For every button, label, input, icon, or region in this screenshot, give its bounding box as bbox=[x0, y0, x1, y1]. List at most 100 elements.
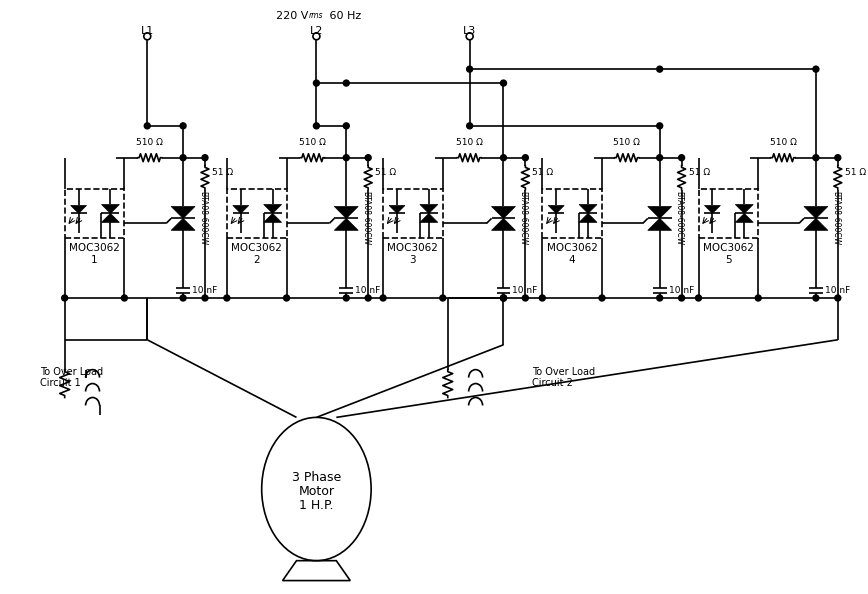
Polygon shape bbox=[804, 207, 828, 219]
Circle shape bbox=[679, 295, 685, 301]
Text: 1 H.P.: 1 H.P. bbox=[299, 500, 333, 513]
Circle shape bbox=[343, 295, 349, 301]
Circle shape bbox=[380, 295, 386, 301]
Polygon shape bbox=[579, 204, 597, 213]
Circle shape bbox=[467, 66, 473, 72]
Polygon shape bbox=[334, 207, 358, 219]
Text: 51 Ω: 51 Ω bbox=[375, 168, 397, 177]
Polygon shape bbox=[648, 207, 672, 219]
Circle shape bbox=[202, 154, 208, 161]
Circle shape bbox=[657, 295, 662, 301]
Text: 510 Ω: 510 Ω bbox=[614, 138, 641, 147]
Circle shape bbox=[343, 154, 349, 161]
Circle shape bbox=[523, 154, 529, 161]
Circle shape bbox=[365, 295, 372, 301]
Text: L3: L3 bbox=[463, 26, 477, 36]
Circle shape bbox=[657, 154, 662, 161]
Polygon shape bbox=[171, 207, 195, 219]
Text: 10 nF: 10 nF bbox=[355, 286, 380, 295]
Circle shape bbox=[755, 295, 761, 301]
Text: 10 nF: 10 nF bbox=[825, 286, 850, 295]
Polygon shape bbox=[233, 206, 249, 213]
Text: 51 Ω: 51 Ω bbox=[212, 168, 233, 177]
Text: 510 Ω: 510 Ω bbox=[770, 138, 797, 147]
Circle shape bbox=[180, 123, 186, 129]
Circle shape bbox=[657, 123, 662, 129]
Text: 10 nF: 10 nF bbox=[192, 286, 217, 295]
Text: MOC3062
3: MOC3062 3 bbox=[387, 244, 438, 265]
Polygon shape bbox=[735, 204, 753, 213]
Polygon shape bbox=[705, 206, 720, 213]
Text: L1: L1 bbox=[141, 26, 154, 36]
Polygon shape bbox=[70, 206, 87, 213]
Circle shape bbox=[180, 295, 186, 301]
Bar bbox=[542, 188, 602, 238]
Text: BTA08-600CW: BTA08-600CW bbox=[518, 191, 528, 245]
Circle shape bbox=[523, 295, 529, 301]
Polygon shape bbox=[491, 207, 516, 219]
Text: Motor: Motor bbox=[299, 485, 334, 498]
Bar bbox=[227, 188, 286, 238]
Circle shape bbox=[813, 66, 819, 72]
Polygon shape bbox=[735, 213, 753, 222]
Circle shape bbox=[284, 295, 290, 301]
Text: BTA08-600CW: BTA08-600CW bbox=[198, 191, 207, 245]
Circle shape bbox=[695, 295, 701, 301]
Circle shape bbox=[813, 154, 819, 161]
Text: To Over Load
Circuit 2: To Over Load Circuit 2 bbox=[532, 366, 595, 388]
Polygon shape bbox=[579, 213, 597, 222]
Circle shape bbox=[835, 154, 841, 161]
Circle shape bbox=[501, 154, 506, 161]
Polygon shape bbox=[171, 219, 195, 230]
Text: 10 nF: 10 nF bbox=[668, 286, 694, 295]
Circle shape bbox=[224, 295, 230, 301]
Text: 510 Ω: 510 Ω bbox=[136, 138, 163, 147]
Circle shape bbox=[122, 295, 128, 301]
Circle shape bbox=[501, 295, 506, 301]
Circle shape bbox=[365, 154, 372, 161]
Polygon shape bbox=[804, 219, 828, 230]
Circle shape bbox=[343, 123, 349, 129]
Circle shape bbox=[202, 295, 208, 301]
Circle shape bbox=[501, 80, 506, 86]
Text: 220 V: 220 V bbox=[276, 11, 308, 21]
Text: 60 Hz: 60 Hz bbox=[326, 11, 362, 21]
Text: 10 nF: 10 nF bbox=[512, 286, 537, 295]
Text: rms: rms bbox=[308, 11, 323, 20]
Polygon shape bbox=[491, 219, 516, 230]
Circle shape bbox=[813, 295, 819, 301]
Polygon shape bbox=[420, 204, 437, 213]
Circle shape bbox=[835, 295, 841, 301]
Polygon shape bbox=[102, 204, 120, 213]
Text: L2: L2 bbox=[310, 26, 323, 36]
Bar bbox=[383, 188, 443, 238]
Circle shape bbox=[539, 295, 545, 301]
Circle shape bbox=[313, 123, 319, 129]
Text: BTA08-600CW: BTA08-600CW bbox=[831, 191, 840, 245]
Bar bbox=[65, 188, 124, 238]
Polygon shape bbox=[102, 213, 120, 222]
Circle shape bbox=[62, 295, 68, 301]
Circle shape bbox=[144, 123, 150, 129]
Polygon shape bbox=[549, 206, 564, 213]
Text: 510 Ω: 510 Ω bbox=[299, 138, 326, 147]
Circle shape bbox=[313, 80, 319, 86]
Text: To Over Load
Circuit 1: To Over Load Circuit 1 bbox=[40, 366, 103, 388]
Text: 51 Ω: 51 Ω bbox=[532, 168, 554, 177]
Bar bbox=[699, 188, 759, 238]
Text: 51 Ω: 51 Ω bbox=[688, 168, 710, 177]
Circle shape bbox=[679, 154, 685, 161]
Text: MOC3062
4: MOC3062 4 bbox=[547, 244, 597, 265]
Text: 510 Ω: 510 Ω bbox=[456, 138, 483, 147]
Circle shape bbox=[599, 295, 605, 301]
Circle shape bbox=[467, 123, 473, 129]
Text: MOC3062
5: MOC3062 5 bbox=[703, 244, 753, 265]
Text: 3 Phase: 3 Phase bbox=[292, 470, 341, 484]
Polygon shape bbox=[389, 206, 405, 213]
Circle shape bbox=[440, 295, 446, 301]
Polygon shape bbox=[264, 204, 281, 213]
Polygon shape bbox=[334, 219, 358, 230]
Circle shape bbox=[180, 154, 186, 161]
Polygon shape bbox=[420, 213, 437, 222]
Circle shape bbox=[501, 295, 506, 301]
